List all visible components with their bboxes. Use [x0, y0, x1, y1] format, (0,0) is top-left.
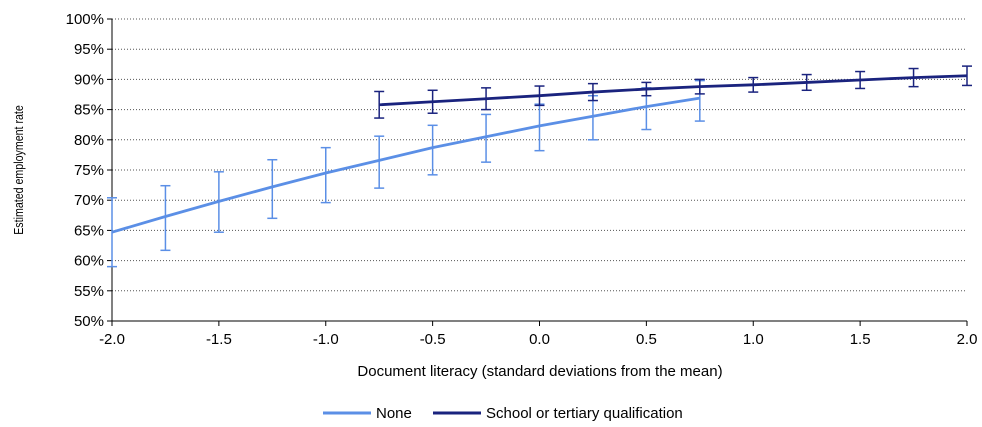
x-tick-label: -2.0 [99, 331, 125, 348]
x-tick-label: 2.0 [957, 331, 978, 348]
legend-label-qualification: School or tertiary qualification [486, 405, 683, 422]
y-tick-labels: 50% 55% 60% 65% 70% 75% 80% 85% 90% 95% 100% [66, 11, 112, 330]
series-group [107, 65, 972, 268]
x-tick-label: -1.0 [313, 331, 339, 348]
x-axis-title: Document literacy (standard deviations f… [357, 363, 722, 380]
y-tick-label: 90% [74, 71, 104, 88]
x-tick-label: -0.5 [420, 331, 446, 348]
y-tick-label: 50% [74, 313, 104, 330]
x-tick-label: 0.0 [529, 331, 550, 348]
y-axis-title: Estimated employment rate [11, 105, 26, 235]
series-line [111, 96, 701, 234]
y-tick-label: 70% [74, 192, 104, 209]
x-tick-labels: -2.0 -1.5 -1.0 -0.5 0.0 0.5 1.0 1.5 2.0 [99, 321, 977, 348]
x-tick-label: -1.5 [206, 331, 232, 348]
y-tick-label: 100% [66, 11, 104, 28]
series-line [379, 74, 968, 107]
y-tick-label: 55% [74, 283, 104, 300]
legend-label-none: None [376, 405, 412, 422]
y-tick-label: 60% [74, 253, 104, 270]
y-tick-label: 95% [74, 41, 104, 58]
x-tick-label: 1.5 [850, 331, 871, 348]
y-tick-label: 65% [74, 222, 104, 239]
gridlines [112, 18, 967, 292]
y-tick-label: 80% [74, 132, 104, 149]
series-0 [107, 79, 705, 268]
legend: None School or tertiary qualification [323, 405, 683, 422]
x-tick-label: 0.5 [636, 331, 657, 348]
y-tick-label: 85% [74, 102, 104, 119]
y-tick-label: 75% [74, 162, 104, 179]
series-1 [374, 65, 972, 119]
x-tick-label: 1.0 [743, 331, 764, 348]
